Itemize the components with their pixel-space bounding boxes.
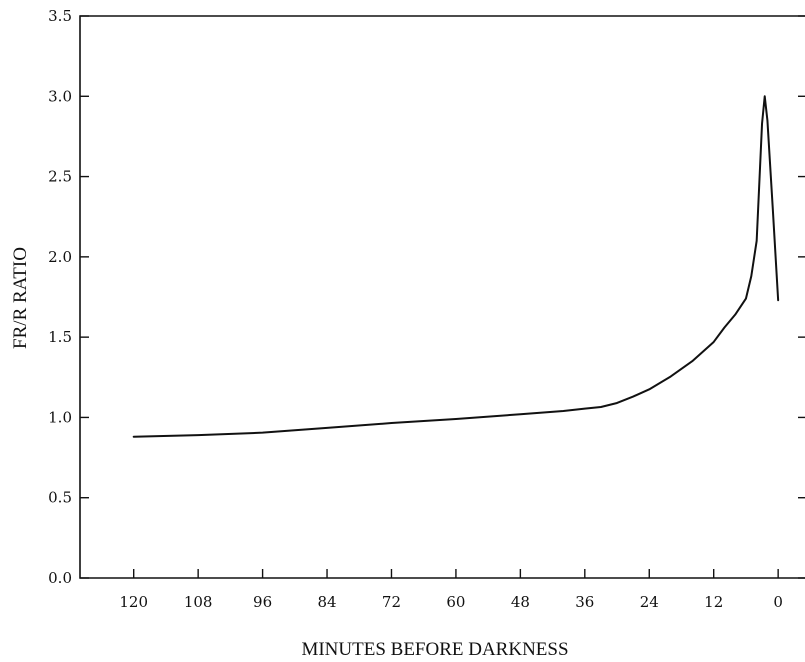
y-tick-label: 2.5 — [48, 168, 72, 186]
y-tick-label: 3.0 — [48, 87, 72, 105]
plot-border — [79, 15, 805, 579]
x-axis-ticks: 120 108 96 84 72 60 48 36 24 12 0 — [119, 569, 783, 611]
x-tick-label: 72 — [382, 593, 401, 611]
plot-frame — [79, 15, 805, 579]
x-tick-label: 120 — [119, 593, 148, 611]
x-tick-label: 36 — [575, 593, 594, 611]
x-tick-label: 96 — [253, 593, 272, 611]
y-tick-label: 0.5 — [48, 489, 72, 507]
y-axis-ticks: 0.0 0.5 1.0 1.5 2.0 2.5 3.0 3.5 — [48, 7, 805, 587]
x-tick-label: 108 — [184, 593, 213, 611]
x-tick-label: 0 — [773, 593, 783, 611]
x-axis-label: MINUTES BEFORE DARKNESS — [301, 639, 568, 660]
x-tick-label: 24 — [640, 593, 659, 611]
series-line — [132, 95, 780, 438]
series-layer — [132, 95, 780, 438]
y-axis-label: FR/R RATIO — [10, 247, 31, 349]
x-tick-label: 84 — [317, 593, 336, 611]
x-tick-label: 60 — [446, 593, 465, 611]
x-tick-label: 48 — [511, 593, 530, 611]
y-tick-label: 2.0 — [48, 248, 72, 266]
y-tick-label: 1.0 — [48, 408, 72, 426]
y-tick-label: 3.5 — [48, 7, 72, 25]
y-tick-label: 0.0 — [48, 569, 72, 587]
y-tick-label: 1.5 — [48, 328, 72, 346]
x-tick-label: 12 — [704, 593, 723, 611]
